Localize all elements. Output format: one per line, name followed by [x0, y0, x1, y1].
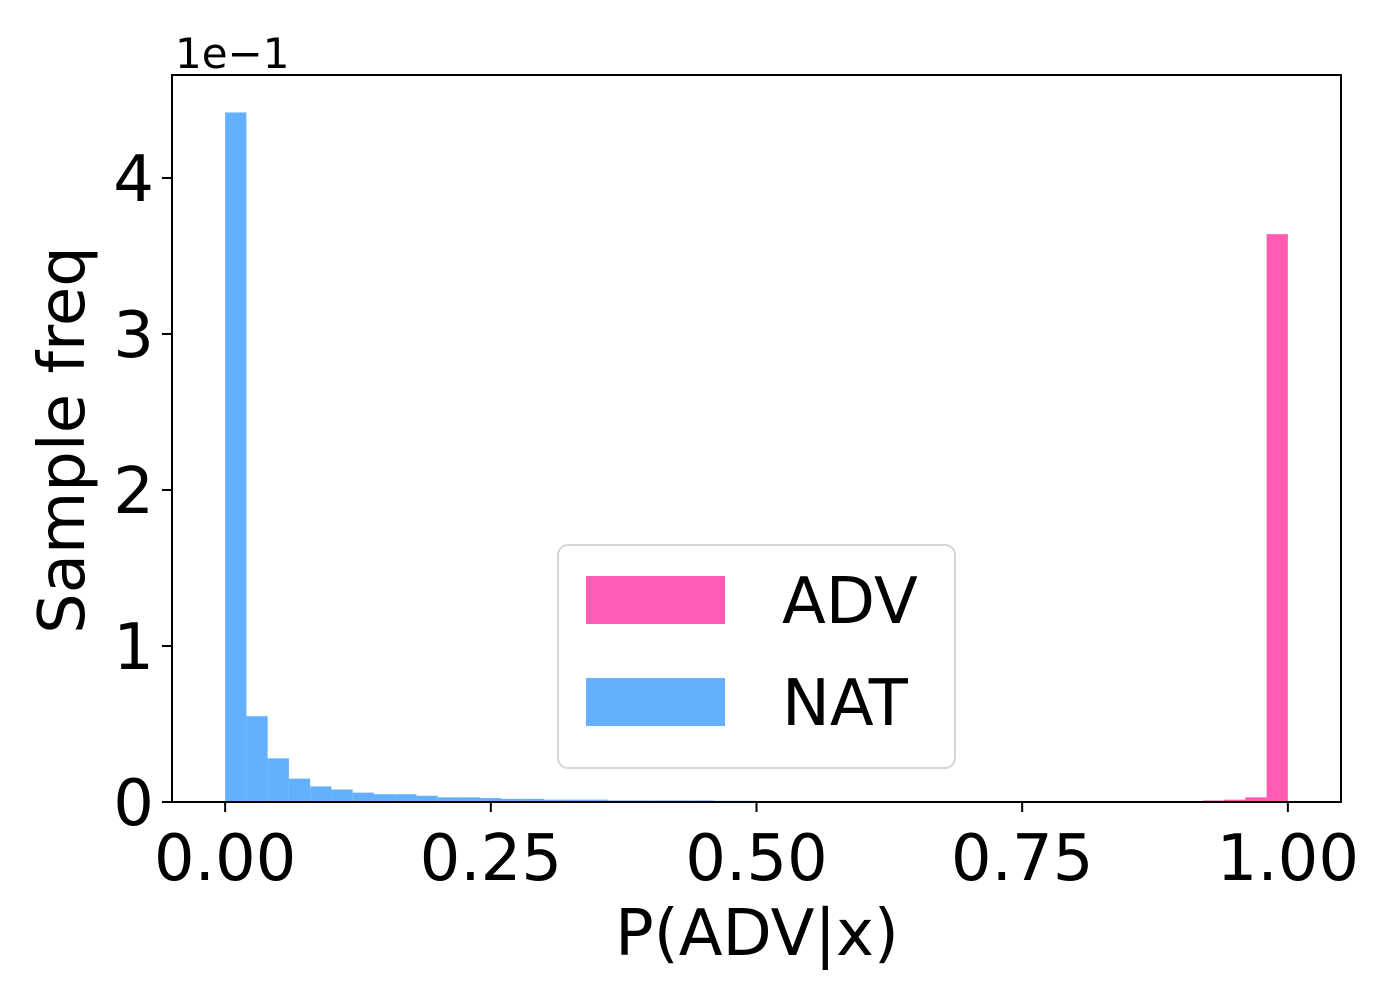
- bar: [288, 778, 311, 802]
- bar: [522, 798, 544, 802]
- legend-label: NAT: [782, 667, 909, 741]
- y-offset-label: 1e−1: [175, 29, 289, 78]
- bar: [310, 786, 332, 802]
- y-tick-label: 0: [113, 767, 154, 841]
- bar: [586, 799, 608, 802]
- bar: [331, 789, 353, 802]
- y-axis-label: Sample freq: [26, 246, 100, 634]
- x-tick-label: 0.25: [420, 822, 563, 896]
- bar: [501, 798, 523, 802]
- x-axis-label: P(ADV|x): [615, 897, 899, 971]
- bar: [437, 797, 459, 802]
- bar: [416, 795, 438, 802]
- y-tick-label: 3: [113, 299, 154, 373]
- y-tick-label: 1: [113, 611, 154, 685]
- x-tick-label: 0.00: [154, 822, 297, 896]
- bar: [543, 799, 566, 802]
- legend-swatch: [586, 678, 725, 726]
- legend-swatch: [586, 576, 725, 624]
- x-tick-label: 1.00: [1217, 822, 1360, 896]
- legend-label: ADV: [782, 565, 918, 639]
- bar: [480, 798, 502, 802]
- bar: [1266, 234, 1288, 802]
- bar: [1245, 797, 1267, 802]
- bar: [267, 758, 289, 802]
- bar: [565, 799, 587, 802]
- bar: [352, 792, 374, 802]
- legend: ADV NAT: [557, 544, 956, 769]
- bar: [1224, 799, 1246, 802]
- bar: [225, 112, 247, 802]
- bar: [246, 716, 268, 802]
- x-tick-label: 0.50: [685, 822, 828, 896]
- bar: [458, 797, 481, 802]
- x-tick-label: 0.75: [951, 822, 1094, 896]
- y-tick-label: 4: [113, 143, 154, 217]
- y-tick-label: 2: [113, 455, 154, 529]
- bar: [373, 794, 396, 802]
- bar: [395, 794, 417, 802]
